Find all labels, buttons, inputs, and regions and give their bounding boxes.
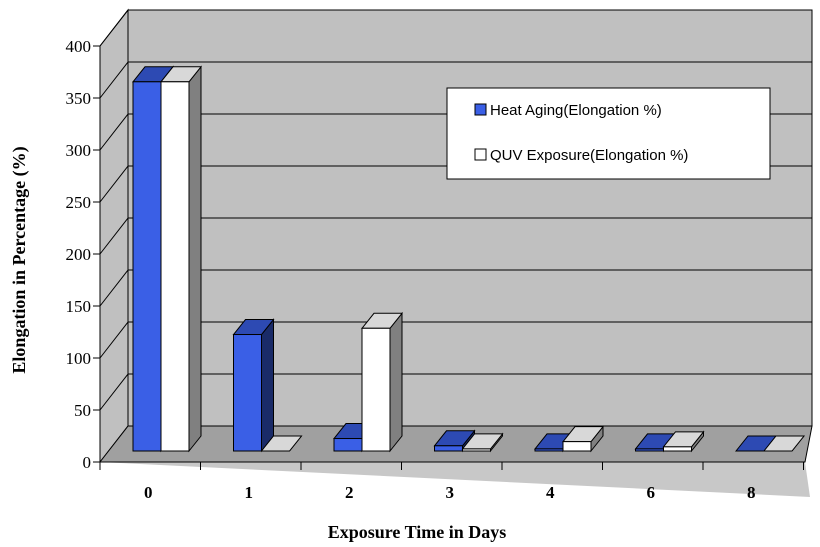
chart-walls (99, 8, 813, 464)
bars (131, 65, 806, 453)
legend-swatch-heat-aging (474, 103, 487, 116)
bar-front (462, 448, 491, 452)
gridline-diagonal (99, 61, 129, 99)
y-tick-label: 50 (74, 401, 91, 420)
y-tick-label: 150 (66, 297, 92, 316)
gridline-diagonal (99, 269, 129, 307)
y-axis-title: Elongation in Percentage (%) (9, 146, 30, 373)
bar-front (663, 446, 692, 452)
bar-quv-exposure (260, 435, 303, 452)
y-tick-label: 400 (66, 37, 92, 56)
x-tick-labels: 0 1 2 3 4 6 8 (144, 483, 756, 502)
gridline-diagonal (99, 113, 129, 151)
legend-swatch-quv-exposure (474, 148, 487, 161)
gridline-diagonal (99, 217, 129, 255)
y-tick-label: 0 (83, 453, 92, 472)
bar-quv-exposure (461, 432, 504, 453)
gridline-diagonal (99, 321, 129, 359)
bar-heat-aging (433, 429, 476, 453)
bar-side (188, 65, 202, 453)
legend: Heat Aging(Elongation %) QUV Exposure(El… (446, 87, 771, 180)
x-tick-label: 3 (446, 483, 455, 502)
y-tick-labels: 0 50 100 150 200 250 300 350 400 (66, 37, 92, 472)
legend-box (446, 87, 771, 180)
bar-front (534, 448, 564, 452)
bar-front (233, 334, 262, 452)
gridline-diagonal (99, 9, 129, 47)
bar-heat-aging (232, 318, 275, 453)
bar-quv-exposure (662, 430, 705, 453)
axes (93, 10, 813, 470)
bar-side (261, 318, 274, 453)
bar-quv-exposure (762, 435, 806, 452)
bar-top (762, 435, 806, 452)
bar-side (389, 311, 403, 453)
bar-front (562, 441, 592, 452)
x-tick-label: 0 (144, 483, 153, 502)
legend-label-quv-exposure: QUV Exposure(Elongation %) (490, 147, 688, 164)
x-tick-label: 4 (546, 483, 555, 502)
bar-front (361, 327, 391, 452)
bar-front (635, 448, 664, 452)
x-tick-label: 1 (245, 483, 254, 502)
bar-top (260, 435, 303, 452)
y-tick-label: 100 (66, 349, 92, 368)
x-tick-label: 6 (647, 483, 656, 502)
bar-quv-exposure (360, 311, 404, 453)
bar-front (132, 81, 162, 452)
y-tick-label: 200 (66, 245, 92, 264)
bar-front (333, 438, 363, 452)
y-tick-label: 250 (66, 193, 92, 212)
bar-quv-exposure (561, 425, 605, 453)
x-tick-label: 8 (747, 483, 756, 502)
x-tick-label: 2 (345, 483, 354, 502)
gridline-diagonal (99, 165, 129, 203)
bar-front (434, 445, 463, 452)
gridline-diagonal (99, 373, 129, 411)
floor-shadow (100, 462, 810, 497)
bar-quv-exposure (159, 65, 203, 453)
bar-front (160, 81, 190, 452)
legend-label-heat-aging: Heat Aging(Elongation %) (490, 102, 662, 119)
y-tick-label: 350 (66, 89, 92, 108)
x-axis-title: Exposure Time in Days (328, 522, 507, 542)
y-tick-label: 300 (66, 141, 92, 160)
